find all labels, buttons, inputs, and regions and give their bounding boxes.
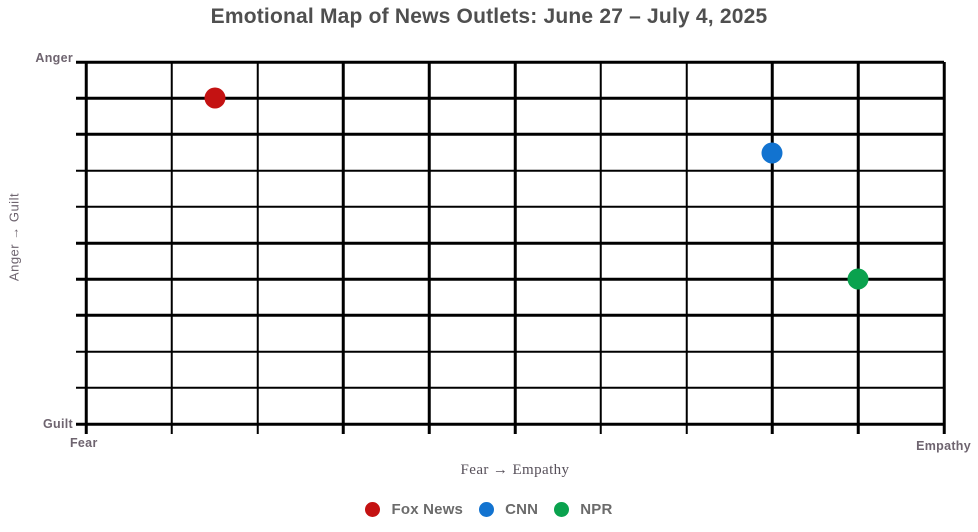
plot-area: Anger Guilt Fear Empathy Fear → Empathy [35, 51, 970, 478]
gridline-horizontal [76, 241, 944, 245]
gridline-horizontal [76, 60, 944, 64]
gridline-vertical [685, 62, 688, 434]
y-axis-bottom-label: Guilt [43, 417, 73, 431]
legend-label-npr: NPR [580, 501, 613, 518]
gridline-horizontal [76, 314, 944, 317]
gridline-horizontal [76, 133, 944, 136]
gridline-vertical [342, 62, 345, 434]
data-point-npr [847, 268, 869, 290]
legend-marker-cnn [479, 502, 495, 517]
data-point-cnn [761, 142, 783, 163]
gridline-vertical [599, 62, 603, 434]
gridline-horizontal [76, 277, 944, 281]
data-point-fox-news [204, 87, 226, 109]
gridline-horizontal [76, 422, 944, 426]
legend: Fox News CNN NPR [0, 501, 978, 518]
gridline-horizontal [76, 350, 944, 353]
gridline-vertical [856, 62, 860, 434]
gridline-horizontal [76, 386, 944, 390]
legend-marker-fox-news [365, 502, 381, 517]
gridline-vertical [513, 62, 517, 434]
gridline-horizontal [76, 205, 944, 209]
x-axis-end-label: Empathy [916, 439, 971, 453]
legend-label-cnn: CNN [505, 501, 539, 518]
gridline-vertical [84, 62, 88, 434]
legend-label-fox-news: Fox News [391, 501, 464, 518]
gridline-horizontal [76, 96, 944, 100]
chart-title: Emotional Map of News Outlets: June 27 –… [210, 5, 768, 28]
gridline-horizontal [76, 169, 944, 172]
y-axis-title: Anger → Guilt [6, 192, 22, 282]
legend-item-fox-news: Fox News [365, 501, 463, 518]
y-axis-top-label: Anger [35, 51, 73, 65]
legend-item-cnn: CNN [479, 501, 538, 518]
gridline-vertical [256, 62, 259, 434]
gridline-vertical [170, 62, 174, 434]
legend-marker-npr [554, 502, 570, 517]
gridline-vertical [942, 62, 946, 434]
x-axis-title: Fear → Empathy [460, 462, 570, 478]
legend-item-npr: NPR [554, 501, 612, 518]
x-axis-start-label: Fear [70, 436, 98, 450]
gridline-vertical [427, 62, 431, 434]
gridline-vertical [771, 62, 774, 434]
